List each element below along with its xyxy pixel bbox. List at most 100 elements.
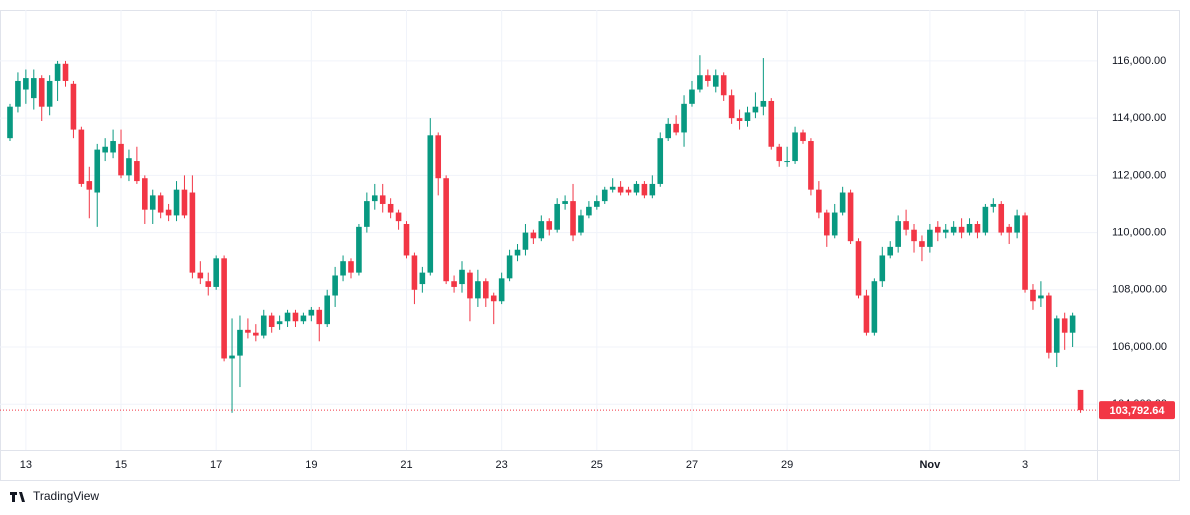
candle-body (927, 229, 933, 247)
candle-body (847, 192, 854, 242)
candle-body (720, 75, 727, 96)
candle-body (498, 278, 505, 302)
candle-body (15, 80, 21, 107)
candle-body (839, 192, 846, 213)
candle-body (887, 246, 894, 256)
candle-body (110, 141, 116, 153)
candle-body (1077, 389, 1084, 411)
y-tick-label: 114,000.00 (1112, 112, 1166, 124)
candle-body (1030, 289, 1036, 302)
x-tick-label: 19 (305, 459, 317, 471)
x-tick-label: 23 (496, 459, 508, 471)
candle-body (903, 221, 909, 230)
candle-body (705, 75, 711, 81)
candle-body (379, 195, 386, 204)
candle-body (197, 272, 204, 279)
x-tick-label: 27 (686, 459, 698, 471)
candle-body (332, 275, 338, 296)
candle-body (348, 261, 354, 273)
candle-body (86, 181, 93, 190)
chart-frame (0, 10, 1180, 481)
candle-body (189, 192, 196, 273)
x-tick-label: 21 (400, 459, 412, 471)
x-tick-label: 17 (210, 459, 222, 471)
y-tick-label: 106,000.00 (1112, 341, 1167, 353)
candle-body (483, 281, 489, 299)
candle-body (601, 189, 608, 202)
candle-body (681, 103, 687, 133)
candle-body (982, 206, 989, 233)
candle-body (459, 269, 465, 285)
candle-body (126, 158, 132, 176)
candle-body (673, 123, 679, 133)
candle-body (966, 223, 973, 233)
candle-body (1061, 318, 1068, 333)
candle-body (118, 143, 124, 176)
x-tick-label: 3 (1022, 459, 1028, 471)
candle-body (546, 221, 553, 230)
candle-body (665, 123, 671, 139)
candle-body (205, 281, 212, 287)
candle-body (62, 63, 69, 81)
candle-body (586, 206, 592, 216)
candle-body (324, 295, 330, 325)
candle-body (823, 212, 830, 236)
last-price-tag (1099, 401, 1175, 420)
candle-body (260, 315, 267, 336)
candle-body (7, 106, 13, 139)
candle-body (808, 141, 814, 190)
candle-body (768, 100, 775, 147)
candle-body (728, 95, 735, 119)
candle-body (134, 161, 140, 182)
candle-body (475, 281, 481, 299)
candle-body (78, 129, 85, 184)
candle-body (625, 189, 632, 193)
candle-body (1014, 215, 1020, 233)
candle-body (950, 226, 957, 233)
candle-body (1038, 295, 1044, 299)
candle-body (1022, 215, 1028, 290)
candle-body (46, 80, 53, 107)
candle-body (213, 258, 219, 287)
candle-body (792, 132, 798, 162)
candle-body (530, 232, 537, 239)
candle-body (578, 215, 584, 233)
candle-body (54, 63, 61, 81)
candle-body (435, 135, 442, 179)
candle-body (617, 186, 624, 193)
candle-body (935, 226, 941, 233)
candle-body (998, 203, 1005, 233)
candle-body (633, 183, 640, 193)
candle-body (102, 146, 108, 153)
candle-body (157, 195, 164, 213)
candle-body (284, 312, 291, 322)
candle-body (958, 226, 965, 233)
candle-body (800, 132, 806, 142)
candle-body (419, 272, 426, 285)
candle-body (23, 78, 29, 90)
logo-icon (10, 492, 25, 502)
candle-body (522, 232, 529, 250)
logo[interactable]: TradingView (10, 489, 99, 503)
candle-body (443, 178, 449, 282)
candle-body (990, 203, 997, 207)
candle-body (784, 161, 790, 163)
candle-body (142, 178, 148, 210)
candle-body (229, 355, 235, 359)
x-tick-label: 29 (781, 459, 793, 471)
candle-body (562, 201, 568, 204)
candle-body (38, 78, 45, 107)
candle-body (919, 241, 925, 247)
candle-body (340, 261, 346, 276)
candle-body (292, 312, 299, 322)
candle-body (149, 195, 156, 210)
candle-body (245, 329, 251, 333)
candle-body (316, 309, 323, 325)
candle-body (364, 201, 370, 227)
candle-body (411, 255, 418, 290)
candle-body (1069, 315, 1076, 333)
candle-body (871, 281, 878, 333)
last-price-label: 103,792.64 (1109, 405, 1165, 417)
candle-body (1053, 318, 1060, 353)
